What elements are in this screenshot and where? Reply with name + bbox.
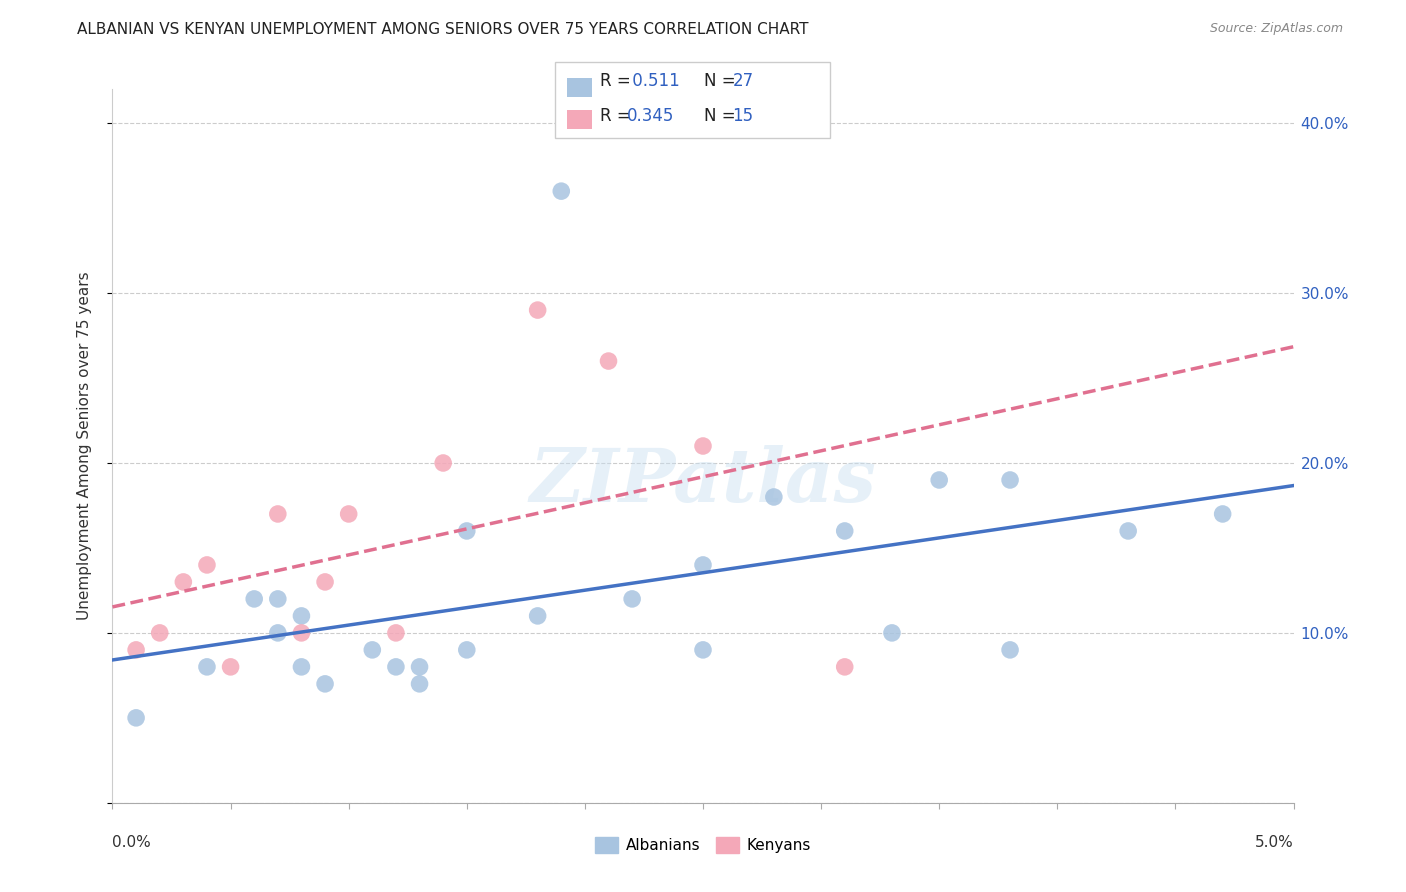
Point — [998, 643, 1021, 657]
Point — [290, 660, 312, 674]
Text: 5.0%: 5.0% — [1254, 835, 1294, 850]
Point — [1116, 524, 1139, 538]
Point — [598, 354, 620, 368]
Point — [267, 626, 290, 640]
Text: 27: 27 — [733, 72, 754, 90]
Point — [432, 456, 454, 470]
Point — [267, 591, 290, 606]
Text: 0.345: 0.345 — [627, 106, 675, 125]
Point — [385, 626, 408, 640]
Legend: Albanians, Kenyans: Albanians, Kenyans — [589, 831, 817, 859]
Point — [692, 439, 714, 453]
Point — [456, 524, 478, 538]
Point — [337, 507, 360, 521]
Point — [1212, 507, 1234, 521]
Point — [172, 574, 194, 589]
Point — [195, 558, 218, 572]
Point — [267, 507, 290, 521]
Point — [526, 303, 548, 318]
Point — [314, 574, 336, 589]
Text: R =: R = — [600, 106, 637, 125]
Point — [361, 643, 384, 657]
Text: ZIPatlas: ZIPatlas — [530, 445, 876, 518]
Point — [550, 184, 572, 198]
Point — [125, 643, 148, 657]
Point — [408, 677, 430, 691]
Point — [243, 591, 266, 606]
Y-axis label: Unemployment Among Seniors over 75 years: Unemployment Among Seniors over 75 years — [77, 272, 91, 620]
Point — [219, 660, 242, 674]
Text: N =: N = — [704, 106, 741, 125]
Point — [928, 473, 950, 487]
Point — [408, 660, 430, 674]
Text: N =: N = — [704, 72, 741, 90]
Point — [998, 473, 1021, 487]
Text: 15: 15 — [733, 106, 754, 125]
Text: R =: R = — [600, 72, 637, 90]
Point — [621, 591, 644, 606]
Point — [456, 643, 478, 657]
Point — [880, 626, 903, 640]
Point — [834, 524, 856, 538]
Text: 0.511: 0.511 — [627, 72, 681, 90]
Point — [195, 660, 218, 674]
Point — [762, 490, 785, 504]
Text: ALBANIAN VS KENYAN UNEMPLOYMENT AMONG SENIORS OVER 75 YEARS CORRELATION CHART: ALBANIAN VS KENYAN UNEMPLOYMENT AMONG SE… — [77, 22, 808, 37]
Point — [149, 626, 172, 640]
Point — [526, 608, 548, 623]
Point — [314, 677, 336, 691]
Point — [385, 660, 408, 674]
Text: 0.0%: 0.0% — [112, 835, 152, 850]
Point — [290, 626, 312, 640]
Point — [834, 660, 856, 674]
Point — [692, 558, 714, 572]
Point — [692, 643, 714, 657]
Point — [125, 711, 148, 725]
Text: Source: ZipAtlas.com: Source: ZipAtlas.com — [1209, 22, 1343, 36]
Point — [290, 608, 312, 623]
